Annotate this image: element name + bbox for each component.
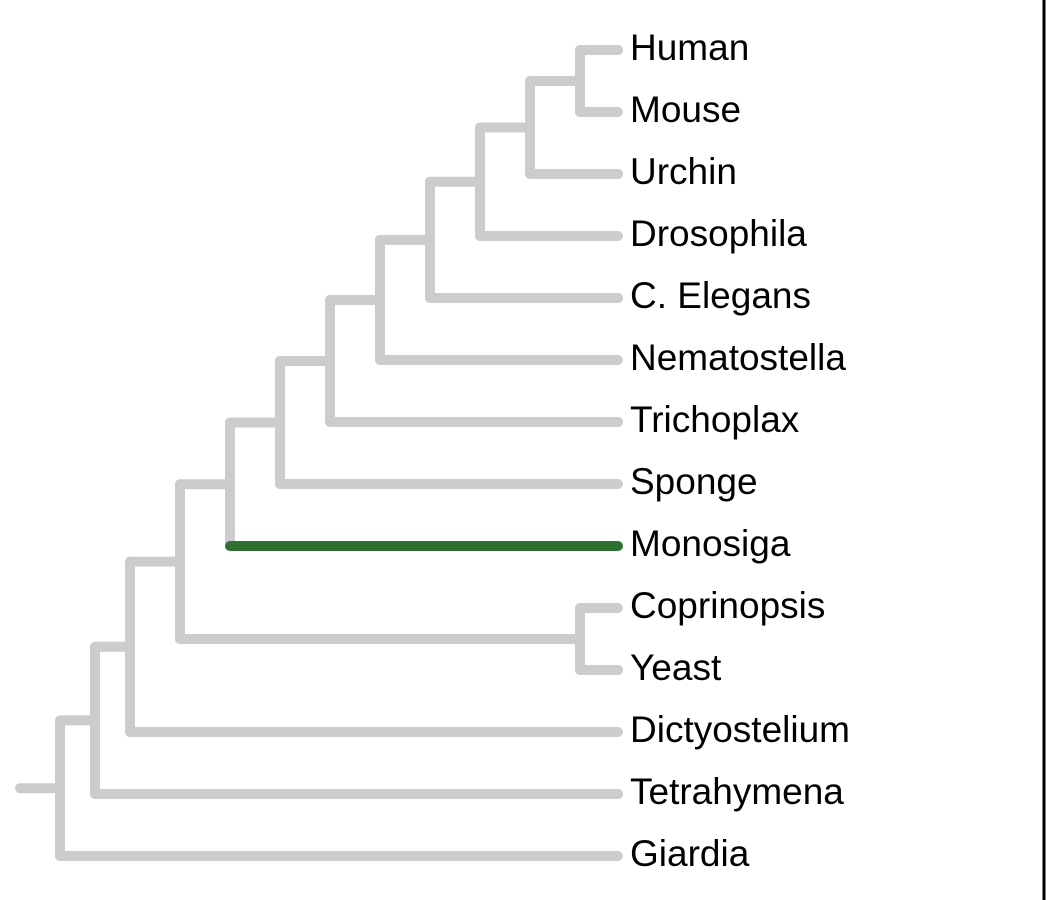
phylogenetic-tree: Human Mouse Urchin Drosophila C. Elegans Nema… bbox=[0, 0, 1049, 900]
leaf-label: Trichoplax bbox=[630, 399, 800, 440]
leaf-label: Human bbox=[630, 27, 749, 68]
leaf-label: Nematostella bbox=[630, 337, 846, 378]
leaf-label: Urchin bbox=[630, 151, 737, 192]
leaf-label: Mouse bbox=[630, 89, 741, 130]
leaf-label: Monosiga bbox=[630, 523, 791, 564]
leaf-label: Giardia bbox=[630, 833, 750, 874]
leaf-label: Tetrahymena bbox=[630, 771, 844, 812]
tree-branches bbox=[20, 50, 618, 856]
leaf-label: Yeast bbox=[630, 647, 722, 688]
leaf-label: Sponge bbox=[630, 461, 758, 502]
leaf-label: Dictyostelium bbox=[630, 709, 850, 750]
leaf-label: C. Elegans bbox=[630, 275, 811, 316]
leaf-label: Coprinopsis bbox=[630, 585, 825, 626]
leaf-label: Drosophila bbox=[630, 213, 807, 254]
tree-labels: Human Mouse Urchin Drosophila C. Elegans Nema… bbox=[630, 27, 850, 874]
